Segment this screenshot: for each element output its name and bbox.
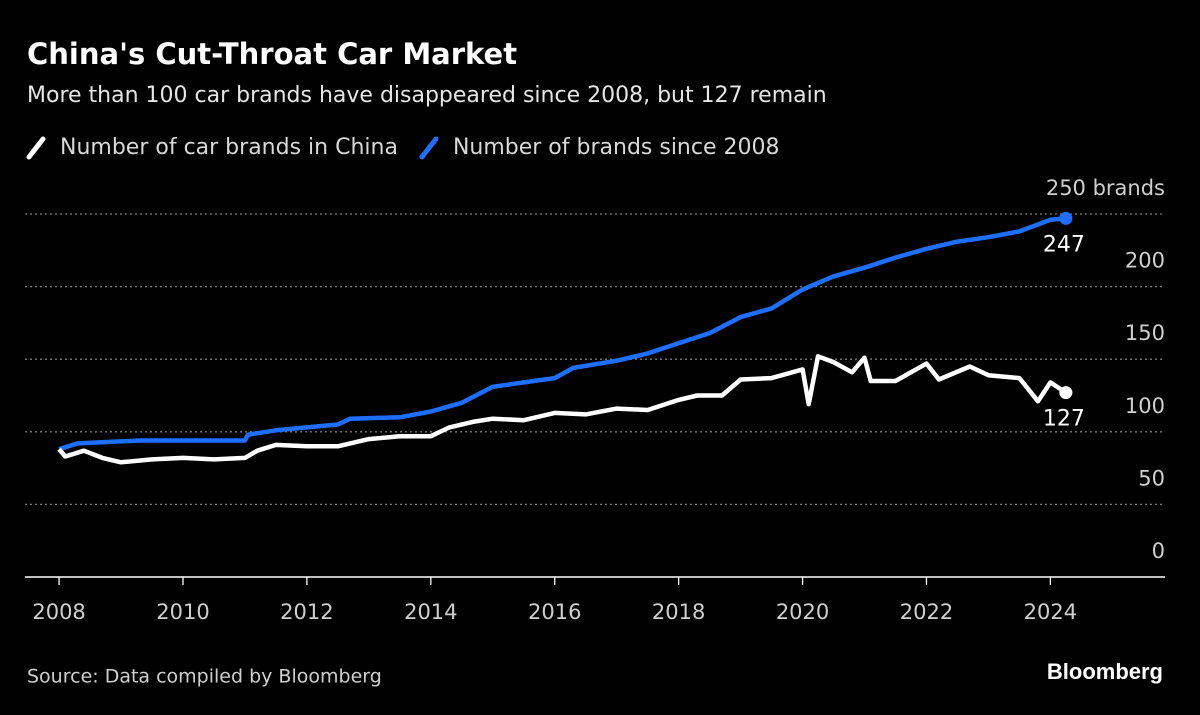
end-value-label: 127	[1043, 407, 1085, 432]
legend-label: Number of car brands in China	[60, 135, 398, 160]
source: Source: Data compiled by Bloomberg	[27, 666, 382, 688]
legend-swatch	[419, 136, 439, 160]
brand-logo: Bloomberg	[1047, 659, 1163, 684]
x-tick-label: 2018	[652, 600, 705, 624]
end-value-label: 247	[1043, 232, 1085, 257]
y-tick-label: 0	[1152, 539, 1165, 563]
x-tick-label: 2022	[900, 600, 953, 624]
y-tick-label: 100	[1125, 394, 1165, 418]
x-tick-label: 2014	[404, 600, 457, 624]
chart-title: China's Cut-Throat Car Market	[27, 37, 517, 71]
series-line	[57, 354, 1068, 465]
end-dot	[1059, 211, 1073, 225]
x-tick-label: 2024	[1024, 600, 1077, 624]
x-tick-label: 2012	[280, 600, 333, 624]
x-tick-label: 2010	[156, 600, 209, 624]
x-tick-label: 2008	[32, 600, 85, 624]
legend-swatch	[26, 136, 46, 160]
y-tick-label: 150	[1125, 321, 1165, 345]
chart-subtitle: More than 100 car brands have disappeare…	[27, 83, 827, 108]
x-tick-label: 2020	[776, 600, 829, 624]
y-tick-label: 200	[1125, 249, 1165, 273]
y-tick-label: 250 brands	[1046, 176, 1165, 200]
x-tick-label: 2016	[528, 600, 581, 624]
legend-label: Number of brands since 2008	[453, 135, 780, 160]
series-line	[58, 216, 1067, 452]
y-tick-label: 50	[1138, 466, 1165, 490]
end-dot	[1059, 386, 1073, 400]
